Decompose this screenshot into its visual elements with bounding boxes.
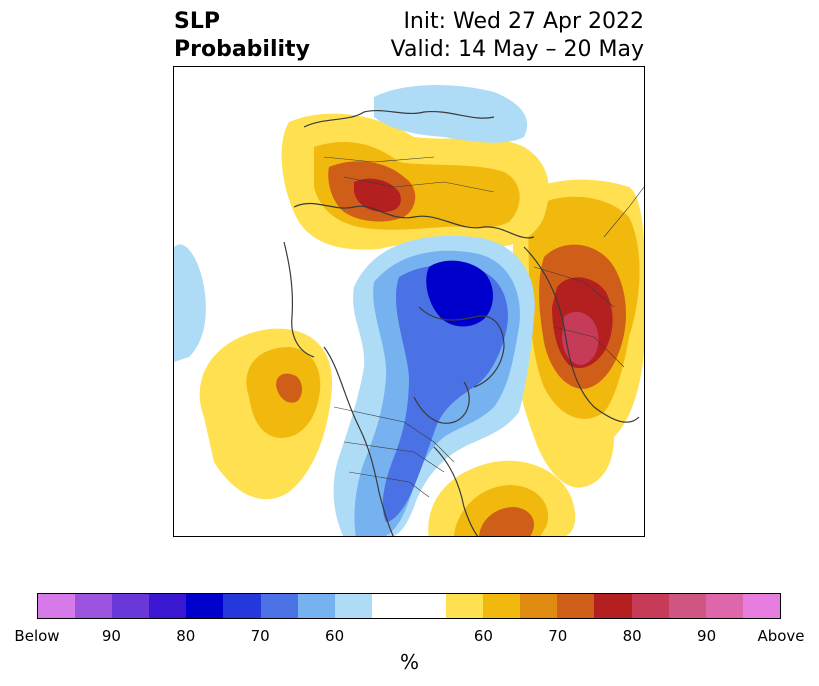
anomaly-pacific-above: [199, 328, 333, 500]
colorbar-swatch: [557, 594, 595, 618]
colorbar-swatch: [38, 594, 76, 618]
anomaly-atlantic-above: [428, 460, 576, 536]
colorbar-swatch: [260, 594, 298, 618]
colorbar-swatch: [149, 594, 187, 618]
anomaly-pacific-below: [174, 244, 206, 362]
init-date: Init: Wed 27 Apr 2022: [403, 9, 644, 34]
colorbar-swatch: [186, 594, 224, 618]
colorbar-swatch: [631, 594, 669, 618]
colorbar-swatch: [594, 594, 632, 618]
colorbar-tick-label: 70: [548, 627, 568, 645]
colorbar-tick-label: Above: [757, 627, 805, 645]
colorbar-tick-label: 80: [176, 627, 196, 645]
colorbar-swatch: [112, 594, 150, 618]
colorbar-tick-label: Below: [14, 627, 60, 645]
colorbar-tick-label: 70: [250, 627, 270, 645]
probability-map: [173, 66, 645, 537]
valid-date-range: Valid: 14 May – 20 May: [390, 37, 644, 62]
forecast-dates: Init: Wed 27 Apr 2022 Valid: 14 May – 20…: [391, 8, 644, 64]
anomaly-arctic-below: [333, 85, 535, 536]
colorbar-swatch: [705, 594, 743, 618]
title-line-2: Probability: [174, 37, 310, 62]
map-title: SLP Probability: [174, 8, 310, 64]
colorbar-swatch: [334, 594, 372, 618]
colorbar-swatch: [483, 594, 521, 618]
colorbar-swatch: [520, 594, 558, 618]
colorbar-swatch: [742, 594, 780, 618]
anomaly-siberia-above: [281, 113, 549, 250]
coastlines: [283, 109, 640, 536]
colorbar-tick-label: 80: [622, 627, 642, 645]
colorbar-tick-label: 60: [325, 627, 345, 645]
country-borders: [323, 156, 644, 498]
colorbar-swatch: [75, 594, 113, 618]
colorbar-tick-label: 60: [473, 627, 493, 645]
colorbar-swatch: [668, 594, 706, 618]
colorbar-tick-label: 90: [101, 627, 121, 645]
colorbar-tick-label: 90: [697, 627, 717, 645]
title-line-1: SLP: [174, 9, 220, 34]
colorbar-ticks: Below 90 80 70 60 60 70 80 90 Above: [14, 627, 804, 647]
colorbar-swatch: [223, 594, 261, 618]
colorbar-swatch: [408, 594, 447, 618]
colorbar-swatch: [446, 594, 484, 618]
probability-colorbar: [37, 593, 781, 619]
colorbar-unit-label: %: [399, 650, 419, 674]
colorbar-swatch: [371, 594, 409, 618]
colorbar-swatch: [297, 594, 335, 618]
map-canvas: [174, 85, 644, 536]
